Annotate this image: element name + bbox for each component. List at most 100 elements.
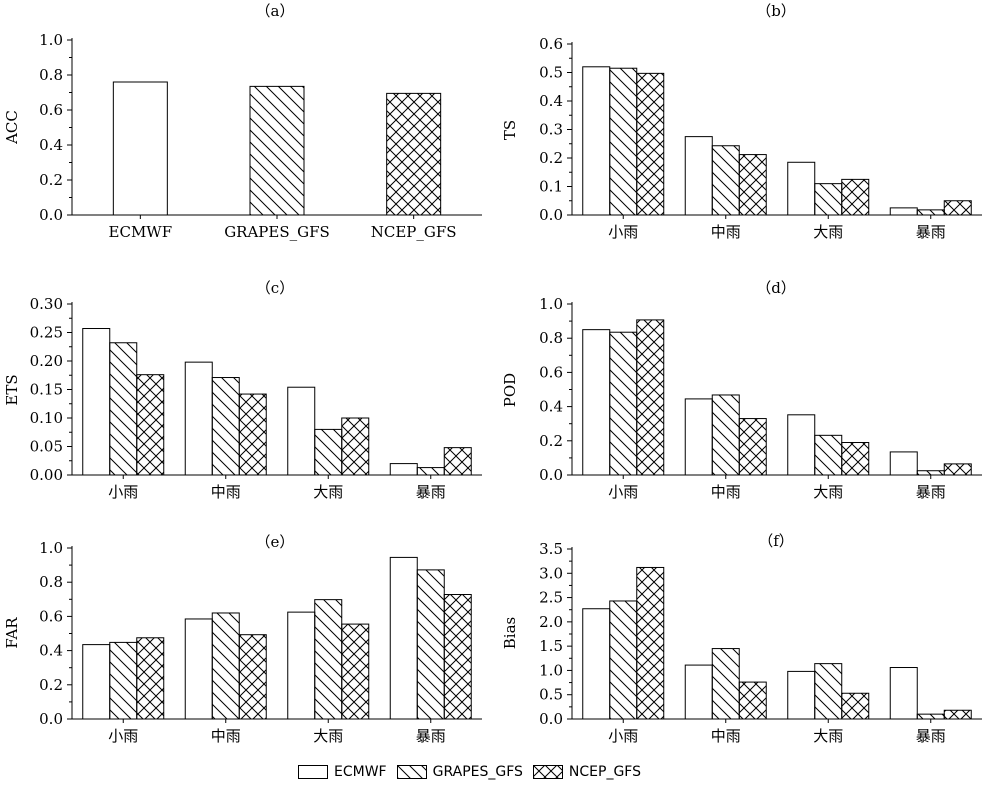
x-tick-label: 中雨 <box>711 483 741 501</box>
bar <box>287 611 316 720</box>
bar <box>416 569 445 720</box>
y-tick-label: 0.6 <box>539 363 563 381</box>
y-axis-label: Bias <box>501 617 519 649</box>
y-tick-label: 1.0 <box>39 539 63 557</box>
legend-swatch-grapes-gfs <box>396 765 427 779</box>
bar <box>109 342 138 476</box>
bar <box>889 451 918 476</box>
legend-swatch-ecmwf <box>298 765 328 779</box>
bar <box>787 670 816 720</box>
y-tick-label: 0.0 <box>39 710 63 728</box>
y-axis-label: ETS <box>3 374 21 405</box>
y-axis-label: TS <box>501 120 519 140</box>
legend-label-ecmwf: ECMWF <box>334 764 387 780</box>
bar <box>943 709 972 720</box>
bar <box>82 644 111 720</box>
y-tick-label: 1.0 <box>539 661 563 679</box>
panel-a: （a） ACC 0.0 0.2 0.4 0.6 0.8 1.0 ECMWF GRAPES_GFS N… <box>3 2 482 241</box>
y-tick-label: 0.6 <box>39 101 63 119</box>
y-tick-label: 0.2 <box>39 676 63 694</box>
x-tick-label: 小雨 <box>608 483 638 501</box>
bar <box>889 207 918 216</box>
bar <box>684 136 713 216</box>
y-tick-label: 3.5 <box>539 540 563 558</box>
y-tick-label: 0.5 <box>539 686 563 704</box>
y-tick-label: 0.05 <box>30 438 63 456</box>
bar <box>841 178 870 216</box>
panel-title: （d） <box>756 279 796 297</box>
x-tick-label: 暴雨 <box>916 223 946 241</box>
y-tick-label: 0.2 <box>539 432 563 450</box>
bar <box>314 599 343 720</box>
y-tick-label: 2.0 <box>539 613 563 631</box>
bar <box>738 418 767 476</box>
bar <box>443 447 472 476</box>
bar <box>109 641 138 720</box>
bar <box>82 328 111 476</box>
bar <box>389 463 418 476</box>
y-axis-label: POD <box>501 373 519 407</box>
panel-title: （c） <box>256 279 294 297</box>
legend-swatch-ncep-gfs <box>532 765 563 779</box>
bar <box>184 361 213 476</box>
bar <box>787 161 816 216</box>
y-tick-label: 0.3 <box>539 121 563 139</box>
y-tick-label: 0.8 <box>39 66 63 84</box>
y-tick-label: 0.0 <box>539 466 563 484</box>
y-tick-label: 0.4 <box>39 136 63 154</box>
x-tick-label: 大雨 <box>813 223 843 241</box>
x-tick-label: 大雨 <box>313 727 343 745</box>
bar <box>943 463 972 476</box>
bar <box>112 81 168 216</box>
panel-c: （c） ETS 0.00 0.05 0.10 0.15 0.20 0.25 0.30 小雨 中雨 大雨… <box>3 279 482 501</box>
x-tick-label: 大雨 <box>313 483 343 501</box>
y-tick-label: 0.8 <box>539 329 563 347</box>
y-tick-label: 0.6 <box>539 35 563 53</box>
legend-item-grapes-gfs: GRAPES_GFS <box>396 764 523 780</box>
x-tick-label: 大雨 <box>813 483 843 501</box>
y-tick-label: 0.8 <box>39 573 63 591</box>
panel-title: （e） <box>256 533 295 551</box>
bar <box>738 681 767 720</box>
x-tick-label: 小雨 <box>108 483 138 501</box>
bar <box>249 85 305 216</box>
legend: ECMWF GRAPES_GFS NCEP_GFS <box>298 761 641 783</box>
panel-title: （a） <box>256 2 295 20</box>
bar <box>136 374 165 476</box>
bar <box>609 600 638 720</box>
bar <box>787 414 816 476</box>
y-tick-label: 0.6 <box>39 607 63 625</box>
legend-label-grapes-gfs: GRAPES_GFS <box>432 764 523 780</box>
legend-label-ncep-gfs: NCEP_GFS <box>568 764 641 780</box>
y-tick-label: 0.15 <box>30 381 63 399</box>
bar <box>136 637 165 720</box>
bar <box>287 386 316 476</box>
panel-e: （e） FAR 0.0 0.2 0.4 0.6 0.8 1.0 小雨 中雨 大雨 暴雨 <box>3 533 482 745</box>
y-tick-label: 0.4 <box>539 92 563 110</box>
legend-item-ncep-gfs: NCEP_GFS <box>532 764 641 780</box>
bar <box>582 329 611 476</box>
y-tick-label: 0.0 <box>539 206 563 224</box>
bar <box>609 67 638 216</box>
bar <box>341 623 370 720</box>
y-tick-label: 0.2 <box>539 149 563 167</box>
y-tick-label: 0.2 <box>39 171 63 189</box>
y-tick-label: 0.4 <box>539 398 563 416</box>
y-tick-label: 3.0 <box>539 564 563 582</box>
bar <box>211 377 240 476</box>
bar <box>711 394 740 476</box>
bar <box>341 417 370 476</box>
bar <box>184 618 213 720</box>
bar <box>889 667 918 720</box>
bar <box>636 566 665 720</box>
x-tick-label: 暴雨 <box>916 483 946 501</box>
bar <box>684 664 713 720</box>
x-tick-label: 暴雨 <box>416 727 446 745</box>
panel-title: （f） <box>758 532 794 550</box>
bar <box>711 648 740 720</box>
bar <box>609 331 638 476</box>
y-tick-label: 0.20 <box>30 352 63 370</box>
bar <box>238 634 267 720</box>
bar <box>684 398 713 476</box>
bar <box>582 608 611 720</box>
